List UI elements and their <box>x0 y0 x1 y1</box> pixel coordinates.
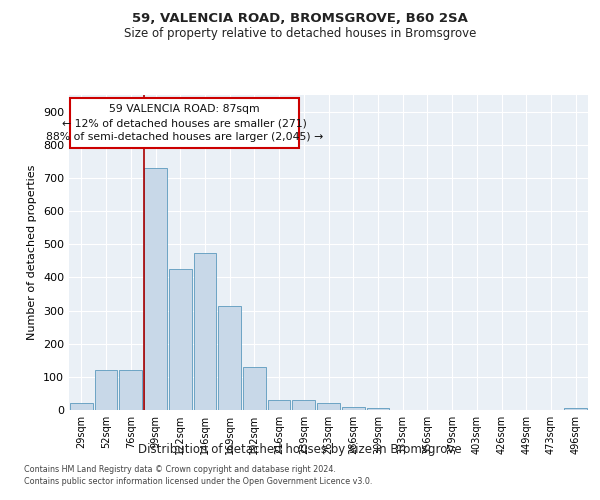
Bar <box>564 408 587 410</box>
Bar <box>243 367 266 410</box>
Bar <box>292 400 315 410</box>
Text: Contains HM Land Registry data © Crown copyright and database right 2024.: Contains HM Land Registry data © Crown c… <box>24 466 336 474</box>
Text: Contains public sector information licensed under the Open Government Licence v3: Contains public sector information licen… <box>24 477 373 486</box>
Bar <box>95 370 118 410</box>
Text: 59 VALENCIA ROAD: 87sqm
← 12% of detached houses are smaller (271)
88% of semi-d: 59 VALENCIA ROAD: 87sqm ← 12% of detache… <box>46 104 323 142</box>
Bar <box>218 306 241 410</box>
Bar <box>70 404 93 410</box>
Bar <box>317 404 340 410</box>
Bar <box>342 406 365 410</box>
Y-axis label: Number of detached properties: Number of detached properties <box>28 165 37 340</box>
Bar <box>119 370 142 410</box>
Bar <box>169 269 191 410</box>
Bar <box>367 408 389 410</box>
Text: 59, VALENCIA ROAD, BROMSGROVE, B60 2SA: 59, VALENCIA ROAD, BROMSGROVE, B60 2SA <box>132 12 468 26</box>
Bar <box>144 168 167 410</box>
Bar <box>268 400 290 410</box>
Text: Distribution of detached houses by size in Bromsgrove: Distribution of detached houses by size … <box>138 442 462 456</box>
Bar <box>194 252 216 410</box>
Bar <box>70 98 299 148</box>
Text: Size of property relative to detached houses in Bromsgrove: Size of property relative to detached ho… <box>124 28 476 40</box>
